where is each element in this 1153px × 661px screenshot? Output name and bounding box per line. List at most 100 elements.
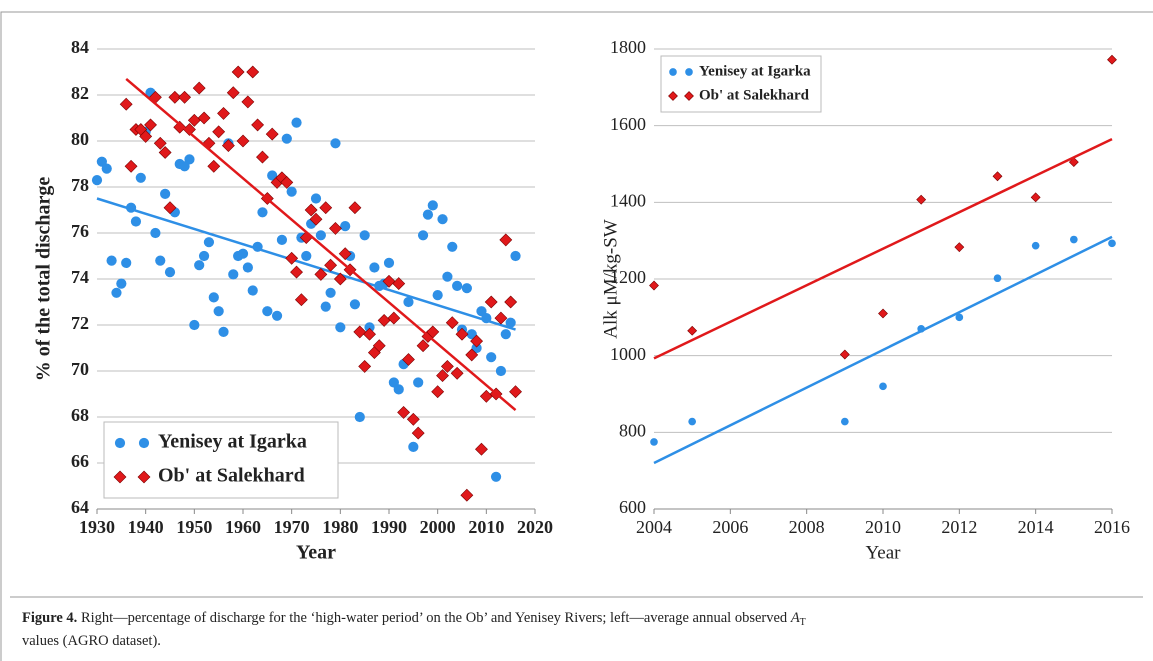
- point: [163, 201, 177, 215]
- point: [101, 163, 112, 174]
- point: [314, 267, 328, 281]
- point: [173, 120, 187, 134]
- point: [427, 200, 438, 211]
- point: [319, 201, 333, 215]
- legend-marker: [684, 91, 694, 101]
- point: [139, 129, 153, 143]
- point: [130, 216, 142, 227]
- caption-text: Right—percentage of discharge for the ‘h…: [77, 610, 791, 626]
- point: [495, 365, 507, 377]
- caption: Figure 4. Right—percentage of discharge …: [22, 610, 806, 628]
- point: [411, 426, 425, 440]
- point: [192, 81, 206, 95]
- point: [460, 488, 474, 502]
- y-tick-label: 600: [619, 497, 646, 517]
- point: [447, 241, 458, 252]
- chart: 64 66 68 70 72 74 76 78 80 82 84 1930 1940 1950 1960 19…: [33, 37, 553, 563]
- point: [178, 90, 192, 104]
- legend: Yenisey at Igarka Ob' at Salekhard: [103, 421, 339, 499]
- x-tick-label: 1980: [322, 517, 358, 537]
- point: [841, 417, 849, 426]
- point: [1070, 235, 1078, 244]
- point: [466, 329, 477, 340]
- point: [465, 348, 479, 362]
- point: [916, 194, 927, 205]
- point: [403, 296, 414, 308]
- legend-box: [103, 421, 339, 499]
- y-tick-label: 64: [71, 497, 89, 517]
- x-tick-label: 2000: [420, 517, 456, 537]
- point: [349, 299, 361, 310]
- point: [471, 342, 482, 354]
- point: [325, 287, 336, 298]
- point: [372, 339, 386, 353]
- y-axis-label: % of the total discharge: [33, 177, 55, 382]
- legend-box: [660, 55, 822, 113]
- point: [392, 277, 406, 291]
- point: [207, 159, 221, 173]
- point: [387, 311, 401, 325]
- point: [221, 139, 235, 153]
- x-tick-label: 2010: [865, 517, 901, 537]
- x-tick-label: 2010: [468, 517, 504, 537]
- point: [505, 317, 516, 328]
- point: [687, 325, 698, 336]
- point: [153, 136, 167, 150]
- point: [510, 250, 521, 262]
- point: [364, 322, 375, 333]
- point: [432, 290, 443, 301]
- point: [310, 193, 322, 204]
- point: [431, 385, 445, 399]
- point: [194, 260, 205, 271]
- point: [649, 280, 659, 291]
- y-tick-label: 84: [71, 37, 89, 57]
- point: [340, 221, 351, 232]
- point: [338, 247, 352, 261]
- point: [402, 353, 415, 366]
- point: [383, 257, 395, 268]
- point: [440, 359, 454, 373]
- point: [993, 274, 1002, 283]
- point: [189, 319, 200, 331]
- point: [231, 65, 245, 79]
- y-tick-label: 66: [71, 451, 89, 471]
- point: [135, 172, 146, 183]
- point: [955, 313, 964, 322]
- point: [276, 234, 288, 245]
- point: [954, 242, 965, 253]
- point: [484, 295, 498, 309]
- point: [251, 118, 265, 132]
- point: [359, 230, 370, 241]
- point: [354, 411, 365, 423]
- point: [247, 285, 258, 296]
- point: [1068, 157, 1079, 168]
- y-tick-label: 76: [71, 221, 89, 241]
- point: [183, 123, 196, 136]
- point: [294, 293, 308, 307]
- legend-marker: [137, 470, 151, 484]
- point: [271, 310, 283, 321]
- x-tick-label: 2004: [636, 517, 672, 537]
- point: [500, 329, 511, 340]
- point: [202, 136, 216, 150]
- legend-label: Ob' at Salekhard: [158, 465, 305, 487]
- point: [650, 438, 658, 446]
- point: [265, 127, 279, 141]
- point: [116, 278, 127, 289]
- point: [315, 230, 326, 241]
- legend-marker: [114, 437, 126, 449]
- y-tick-label: 800: [619, 420, 646, 440]
- point: [226, 86, 240, 100]
- point: [150, 227, 161, 239]
- y-tick-label: 72: [71, 313, 89, 333]
- point: [422, 209, 434, 220]
- point: [184, 154, 195, 165]
- point: [397, 405, 411, 419]
- point: [475, 442, 488, 456]
- legend-label: Ob' at Salekhard: [699, 87, 810, 103]
- point: [236, 134, 250, 148]
- point: [1030, 192, 1041, 203]
- point: [218, 326, 229, 337]
- point: [119, 97, 133, 111]
